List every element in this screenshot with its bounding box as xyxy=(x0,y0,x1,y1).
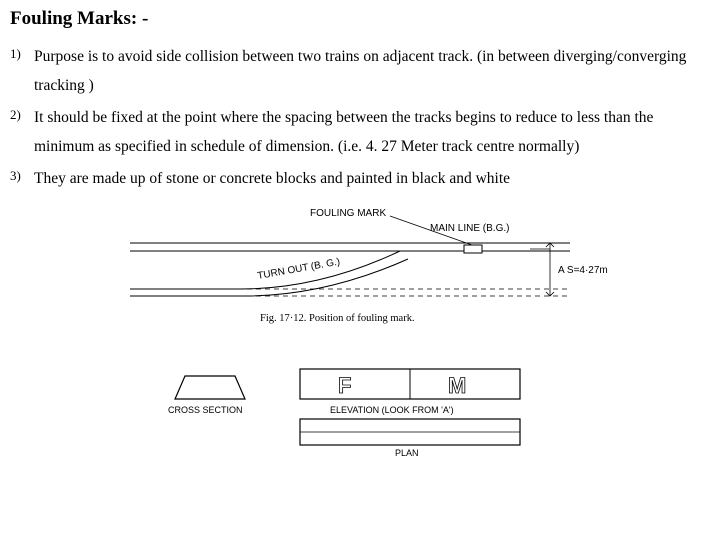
list-text: Purpose is to avoid side collision betwe… xyxy=(34,48,686,94)
list-number: 2) xyxy=(10,103,21,128)
elevation-letter-m: M xyxy=(448,373,466,398)
label-fouling-mark: FOULING MARK xyxy=(310,208,386,219)
elevation-letter-f: F xyxy=(338,373,351,398)
points-list: 1) Purpose is to avoid side collision be… xyxy=(10,42,710,193)
label-main-line: MAIN LINE (B.G.) xyxy=(430,223,509,234)
list-item: 3) They are made up of stone or concrete… xyxy=(10,164,710,193)
list-text: They are made up of stone or concrete bl… xyxy=(34,170,510,187)
label-elevation: ELEVATION (LOOK FROM 'A') xyxy=(330,405,454,415)
list-number: 3) xyxy=(10,164,21,189)
list-number: 1) xyxy=(10,42,21,67)
label-spacing: A S=4·27m xyxy=(558,265,608,276)
label-cross-section: CROSS SECTION xyxy=(168,405,243,415)
figure-caption-1: Fig. 17·12. Position of fouling mark. xyxy=(260,313,415,324)
fouling-mark-diagram: FOULING MARK MAIN LINE (B.G.) TURN OUT (… xyxy=(90,201,630,461)
label-turn-out: TURN OUT (B. G.) xyxy=(257,257,341,282)
label-plan: PLAN xyxy=(395,448,419,458)
page-title: Fouling Marks: - xyxy=(10,8,710,30)
list-item: 1) Purpose is to avoid side collision be… xyxy=(10,42,710,101)
list-item: 2) It should be fixed at the point where… xyxy=(10,103,710,162)
list-text: It should be fixed at the point where th… xyxy=(34,109,653,155)
figure-container: FOULING MARK MAIN LINE (B.G.) TURN OUT (… xyxy=(10,201,710,461)
